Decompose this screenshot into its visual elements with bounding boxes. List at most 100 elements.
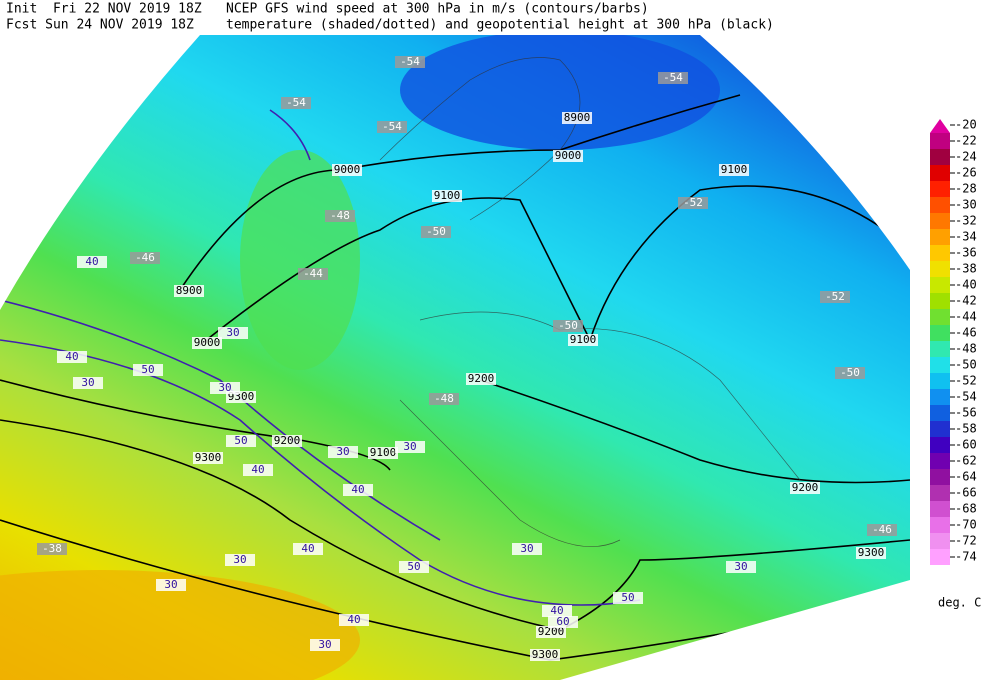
colorbar-label: -34 [955, 230, 977, 244]
title-line-2: temperature (shaded/dotted) and geopoten… [226, 18, 774, 33]
colorbar-label: -56 [955, 406, 977, 420]
wind-label: 40 [85, 255, 98, 268]
colorbar-swatch [930, 389, 950, 405]
wind-label: 30 [218, 381, 231, 394]
wind-label: 30 [403, 440, 416, 453]
temperature-label-box [281, 97, 311, 109]
temperature-label-box [867, 524, 897, 536]
colorbar-label: -70 [955, 518, 977, 532]
colorbar-label: -46 [955, 326, 977, 340]
forecast-time: Fcst Sun 24 NOV 2019 18Z [6, 18, 194, 33]
height-label: 9100 [434, 189, 461, 202]
wind-label: 30 [81, 376, 94, 389]
temperature-label: -48 [434, 392, 454, 405]
colorbar-label: -28 [955, 182, 977, 196]
colorbar-label: -74 [955, 550, 977, 564]
colorbar-swatch [930, 405, 950, 421]
colorbar-swatch [930, 181, 950, 197]
temperature-label: -52 [825, 290, 845, 303]
temperature-label-box [553, 320, 583, 332]
wind-label-box [343, 484, 373, 496]
wind-label-box [542, 605, 572, 617]
wind-label: 40 [351, 483, 364, 496]
height-label-box [432, 190, 462, 202]
temperature-label-box [130, 252, 160, 264]
wind-label: 50 [234, 434, 247, 447]
height-label-box [568, 334, 598, 346]
wind-label-box [395, 441, 425, 453]
wind-label-box [512, 543, 542, 555]
temperature-label-box [658, 72, 688, 84]
colorbar-label: -32 [955, 214, 977, 228]
wind-label: 30 [336, 445, 349, 458]
colorbar-swatch [930, 149, 950, 165]
colorbar-swatch [930, 261, 950, 277]
colorbar-swatch [930, 277, 950, 293]
temperature-label-box [298, 268, 328, 280]
wind-label: 50 [407, 560, 420, 573]
wind-label-box [339, 614, 369, 626]
temperature-label-box [395, 56, 425, 68]
colorbar-swatch [930, 373, 950, 389]
height-label-box [530, 649, 560, 661]
height-label: 9100 [570, 333, 597, 346]
colorbar-swatch [930, 325, 950, 341]
height-label-box [368, 447, 398, 459]
colorbar-label: -24 [955, 150, 977, 164]
temperature-label: -38 [42, 542, 62, 555]
colorbar-label: -22 [955, 134, 977, 148]
height-label-box [562, 112, 592, 124]
wind-label: 40 [301, 542, 314, 555]
colorbar-arrow [930, 119, 950, 133]
colorbar-label: -54 [955, 390, 977, 404]
wind-label: 30 [520, 542, 533, 555]
temperature-label-box [820, 291, 850, 303]
colorbar-label: -38 [955, 262, 977, 276]
temperature-label-box [377, 121, 407, 133]
temperature-label-box [421, 226, 451, 238]
colorbar-label: -64 [955, 470, 977, 484]
colorbar-label: -20 [955, 118, 977, 132]
height-label-box [553, 150, 583, 162]
colorbar-swatch [930, 229, 950, 245]
wind-label-box [156, 579, 186, 591]
wind-label: 30 [318, 638, 331, 651]
colorbar-swatch [930, 341, 950, 357]
height-label-box [719, 164, 749, 176]
temperature-label-box [835, 367, 865, 379]
title-line-1: NCEP GFS wind speed at 300 hPa in m/s (c… [226, 2, 649, 17]
colorbar-swatch [930, 133, 950, 149]
height-label: 9200 [274, 434, 301, 447]
colorbar-swatch [930, 549, 950, 565]
temperature-label: -44 [303, 267, 323, 280]
height-label-box [536, 626, 566, 638]
height-label: 9200 [538, 625, 565, 638]
height-label-box [192, 337, 222, 349]
wind-label-box [225, 554, 255, 566]
temperature-label: -48 [330, 209, 350, 222]
wind-label-box [77, 256, 107, 268]
colorbar-swatch [930, 293, 950, 309]
colorbar-label: -58 [955, 422, 977, 436]
wind-label: 30 [233, 553, 246, 566]
height-label: 8900 [176, 284, 203, 297]
colorbar-label: -30 [955, 198, 977, 212]
colorbar-label: -68 [955, 502, 977, 516]
temperature-label: -50 [558, 319, 578, 332]
colorbar-label: -66 [955, 486, 977, 500]
temperature-label: -50 [426, 225, 446, 238]
wind-label-box [210, 382, 240, 394]
height-label: 9000 [334, 163, 361, 176]
wind-label: 50 [621, 591, 634, 604]
temperature-label: -50 [840, 366, 860, 379]
height-label-box [790, 482, 820, 494]
colorbar-swatch [930, 517, 950, 533]
wind-label: 40 [251, 463, 264, 476]
height-label-box [272, 435, 302, 447]
wind-label-box [310, 639, 340, 651]
temperature-label: -54 [286, 96, 306, 109]
height-label: 9300 [532, 648, 559, 661]
